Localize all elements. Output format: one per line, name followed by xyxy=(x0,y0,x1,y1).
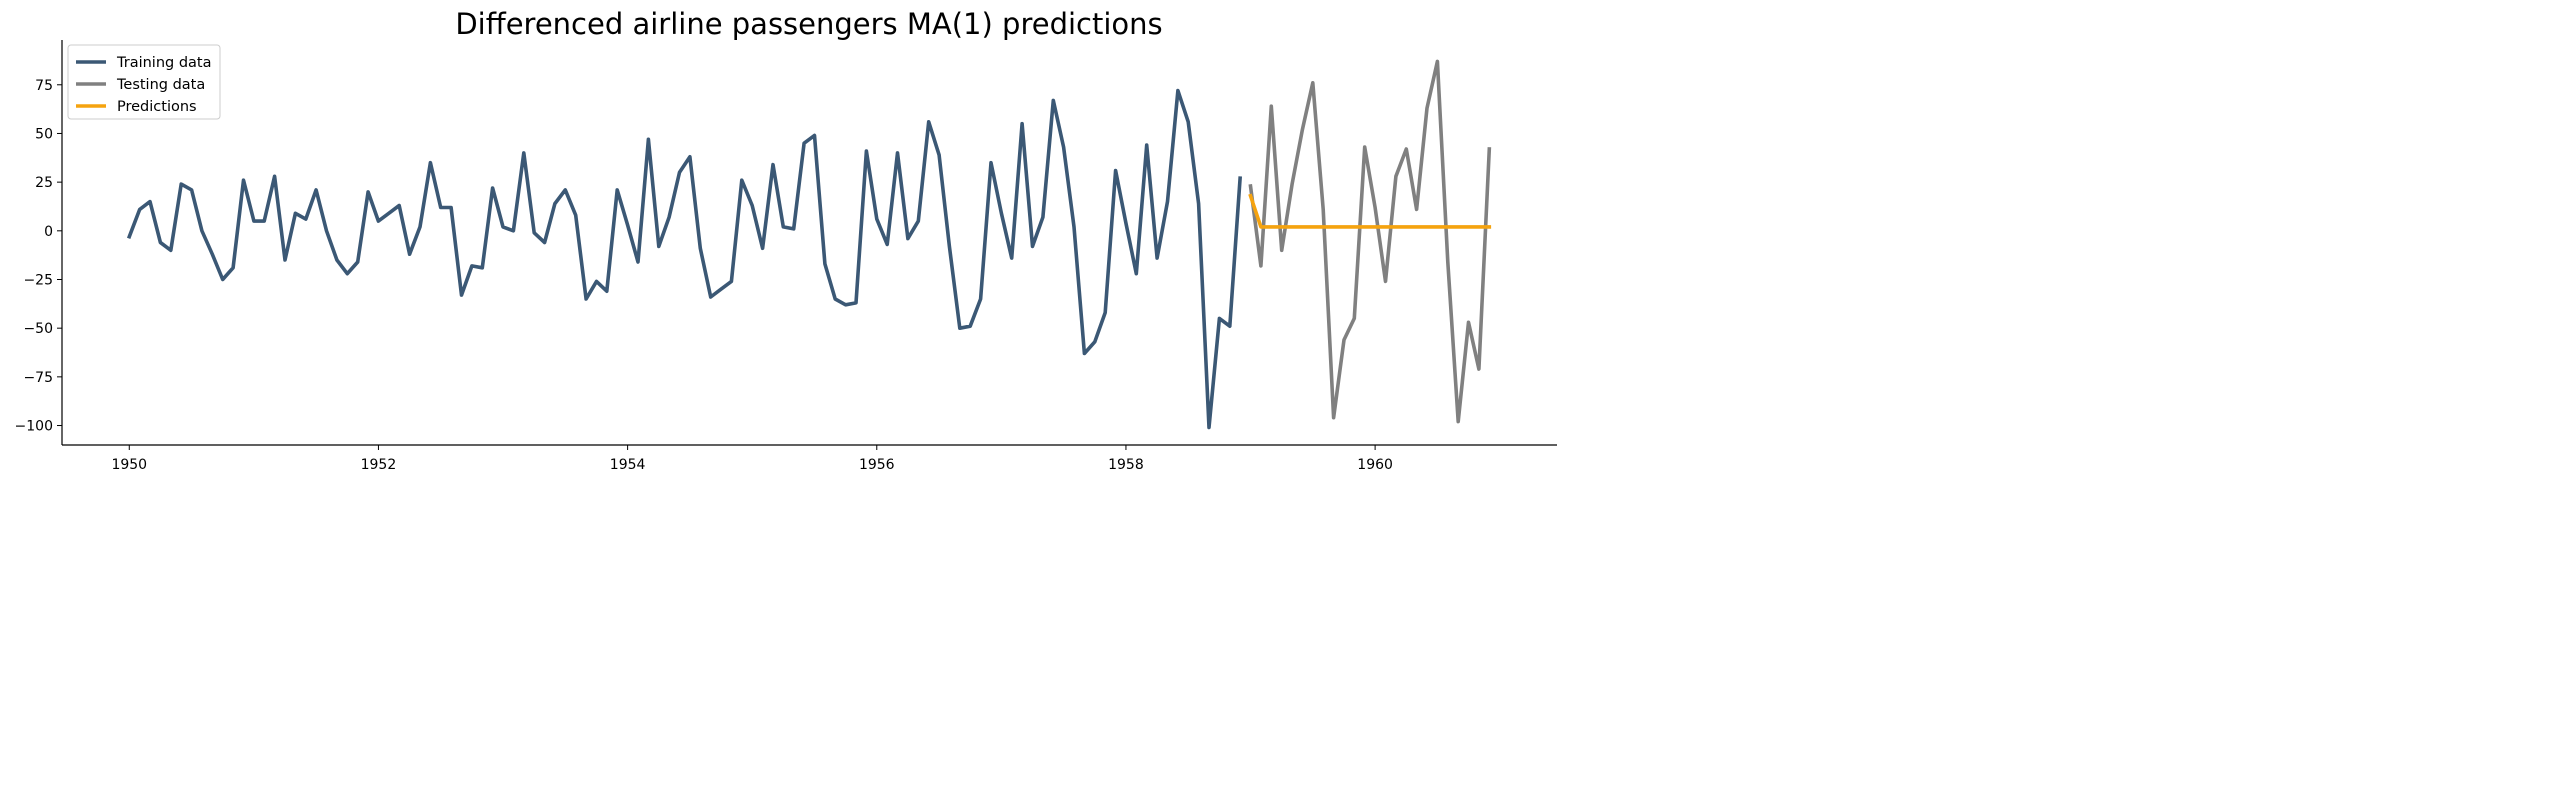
y-tick-label: −25 xyxy=(23,272,53,288)
y-tick-label: 75 xyxy=(35,78,53,94)
legend-label: Testing data xyxy=(116,77,205,93)
x-tick-label: 1956 xyxy=(859,457,895,473)
x-tick-label: 1954 xyxy=(610,457,646,473)
series-line-testing-data xyxy=(1248,59,1492,424)
legend: Training data Testing data Predictions xyxy=(67,44,221,120)
y-tick-label: −50 xyxy=(23,321,53,337)
x-tick-label: 1960 xyxy=(1357,457,1393,473)
y-tick-label: −75 xyxy=(23,370,53,386)
plot-lines xyxy=(126,59,1492,430)
x-tick-label: 1950 xyxy=(111,457,147,473)
x-tick-label: 1958 xyxy=(1108,457,1144,473)
legend-label: Training data xyxy=(116,55,211,71)
legend-label: Predictions xyxy=(117,99,197,115)
axes xyxy=(61,40,1557,446)
series-line-predictions xyxy=(1248,193,1492,229)
y-tick-label: 25 xyxy=(35,175,53,191)
x-ticks: 1950 1952 1954 1956 1958 1960 xyxy=(111,445,1393,473)
chart-title: Differenced airline passengers MA(1) pre… xyxy=(455,7,1162,41)
x-tick-label: 1952 xyxy=(361,457,397,473)
series-line-training-data xyxy=(126,88,1243,430)
y-tick-label: 50 xyxy=(35,126,53,142)
y-tick-label: −100 xyxy=(15,419,53,435)
y-tick-label: 0 xyxy=(44,224,53,240)
y-ticks: −100 −75 −50 −25 0 25 50 75 xyxy=(15,78,62,435)
